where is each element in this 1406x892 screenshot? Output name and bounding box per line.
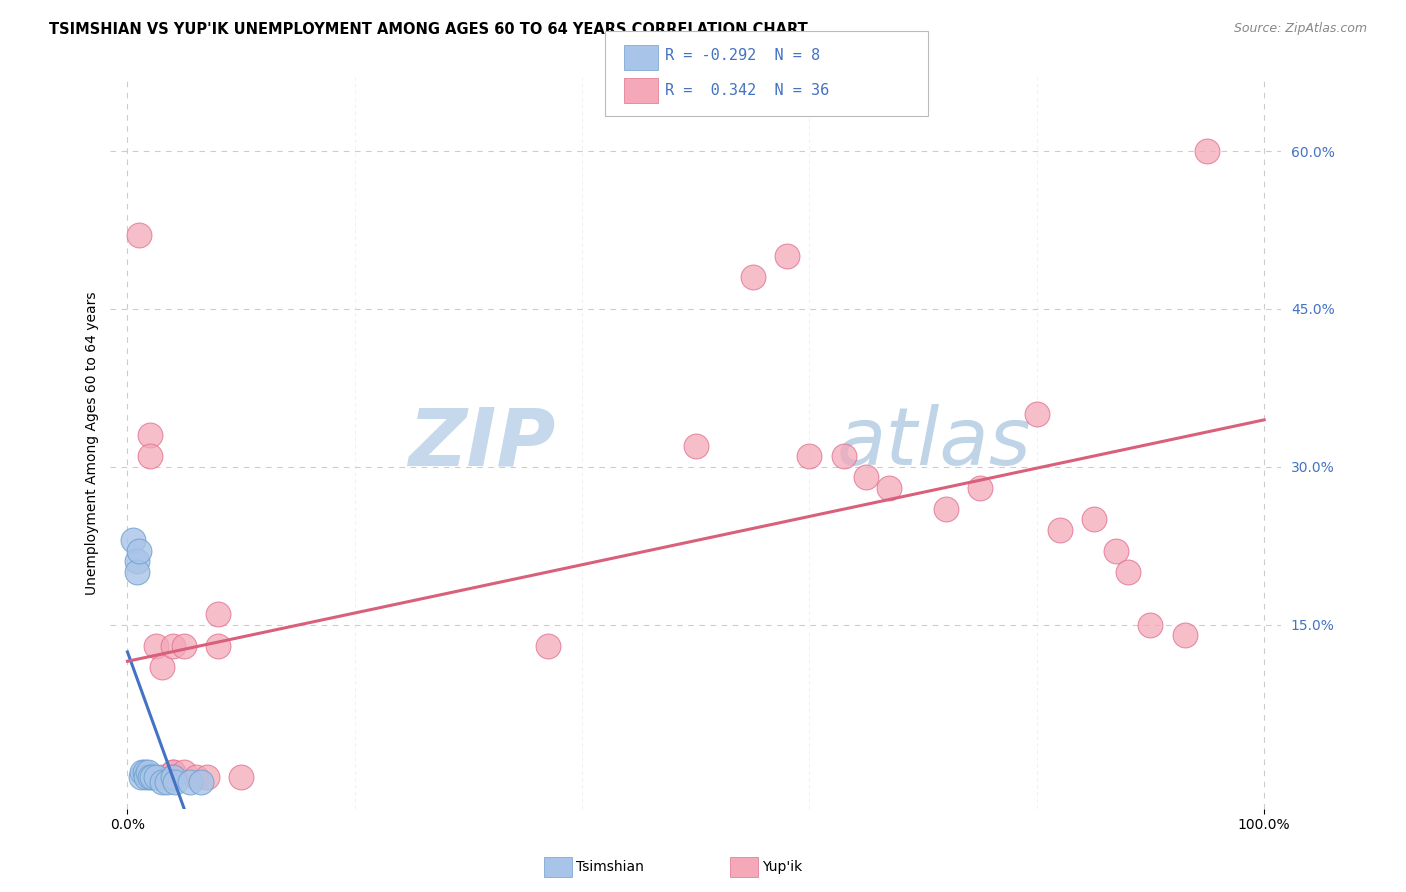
Point [207,639,229,653]
Point [145,770,167,784]
Point [128,544,150,558]
Point [195,770,218,784]
Point [129,770,152,784]
Point [741,270,763,285]
Text: R =  0.342  N = 36: R = 0.342 N = 36 [665,84,830,98]
Point [150,770,173,784]
Point [969,481,991,495]
Point [229,770,252,784]
Y-axis label: Unemployment Among Ages 60 to 64 years: Unemployment Among Ages 60 to 64 years [86,292,100,595]
Point [832,449,855,463]
Point [150,659,173,673]
Point [1105,544,1128,558]
Point [685,439,707,453]
Point [537,639,560,653]
Point [207,607,229,621]
Text: Source: ZipAtlas.com: Source: ZipAtlas.com [1233,22,1367,36]
Point [162,770,184,784]
Point [139,428,162,442]
Point [162,639,184,653]
Text: ZIP: ZIP [408,404,555,482]
Point [799,449,821,463]
Point [145,639,167,653]
Point [855,470,877,484]
Point [184,770,207,784]
Point [131,764,153,779]
Text: atlas: atlas [837,404,1031,482]
Point [134,764,156,779]
Point [162,764,184,779]
Point [139,770,162,784]
Point [162,770,184,784]
Point [139,449,162,463]
Point [162,764,184,779]
Point [150,775,173,789]
Point [179,775,201,789]
Point [1083,512,1105,526]
Point [173,639,195,653]
Point [1025,407,1047,421]
Point [165,775,187,789]
Point [125,554,148,568]
Point [128,228,150,243]
Point [1139,617,1161,632]
Point [190,775,212,789]
Point [776,249,799,263]
Point [125,565,148,579]
Point [1173,628,1195,642]
Text: Tsimshian: Tsimshian [576,860,644,874]
Text: R = -0.292  N = 8: R = -0.292 N = 8 [665,48,820,62]
Point [877,481,900,495]
Point [935,501,957,516]
Point [141,770,163,784]
Point [173,764,195,779]
Point [1049,523,1071,537]
Point [1197,144,1219,158]
Point [136,764,159,779]
Point [135,770,157,784]
Point [122,533,145,548]
Text: Yup'ik: Yup'ik [762,860,803,874]
Text: TSIMSHIAN VS YUP'IK UNEMPLOYMENT AMONG AGES 60 TO 64 YEARS CORRELATION CHART: TSIMSHIAN VS YUP'IK UNEMPLOYMENT AMONG A… [49,22,808,37]
Point [1116,565,1139,579]
Point [156,775,179,789]
Point [162,770,184,784]
